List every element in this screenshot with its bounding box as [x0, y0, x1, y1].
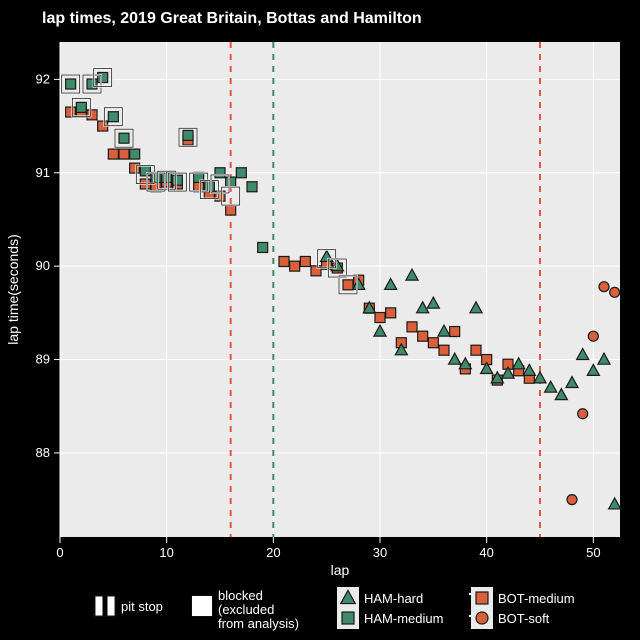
svg-text:30: 30 — [373, 545, 387, 560]
svg-text:from analysis): from analysis) — [218, 616, 299, 631]
svg-text:(excluded: (excluded — [218, 602, 274, 617]
svg-text:10: 10 — [159, 545, 173, 560]
svg-text:88: 88 — [36, 445, 50, 460]
svg-text:91: 91 — [36, 165, 50, 180]
svg-text:90: 90 — [36, 258, 50, 273]
svg-text:40: 40 — [479, 545, 493, 560]
svg-text:pit stop: pit stop — [121, 599, 163, 614]
svg-text:92: 92 — [36, 71, 50, 86]
svg-text:BOT-medium: BOT-medium — [498, 591, 575, 606]
svg-text:0: 0 — [56, 545, 63, 560]
svg-text:20: 20 — [266, 545, 280, 560]
scatter-chart: 0 10 20 30 40 50 88 89 90 91 92 lap lap time(seconds… — [0, 0, 640, 640]
y-axis-label: lap time(seconds) — [5, 234, 21, 345]
svg-text:HAM-medium: HAM-medium — [364, 611, 443, 626]
svg-text:89: 89 — [36, 352, 50, 367]
svg-text:blocked: blocked — [218, 588, 263, 603]
svg-text:BOT-soft: BOT-soft — [498, 611, 550, 626]
svg-text:50: 50 — [586, 545, 600, 560]
x-axis-label: lap — [331, 562, 350, 578]
svg-text:HAM-hard: HAM-hard — [364, 591, 423, 606]
